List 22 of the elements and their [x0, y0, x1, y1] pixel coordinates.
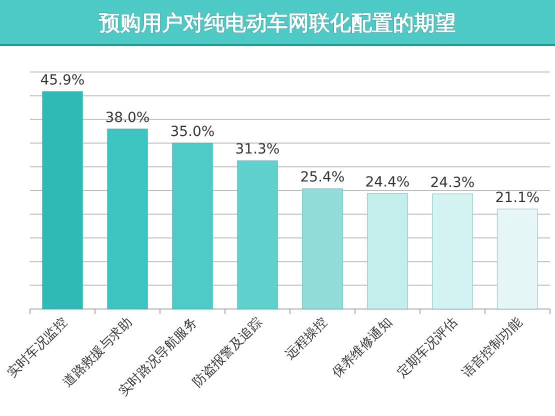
data-label: 25.4%: [300, 170, 345, 186]
x-tick-label: 远程操控: [282, 315, 330, 363]
bar: [497, 208, 538, 310]
x-tick-label: 定期车况评估: [394, 315, 460, 381]
data-label: 35.0%: [170, 124, 215, 140]
bar: [432, 194, 473, 310]
bar: [302, 188, 343, 310]
data-label: 24.4%: [365, 174, 410, 190]
bar: [237, 160, 278, 310]
chart-title: 预购用户对纯电动车网联化配置的期望: [98, 11, 456, 35]
data-label: 24.3%: [430, 174, 475, 191]
data-label: 21.1%: [495, 190, 540, 206]
data-label: 38.0%: [105, 110, 150, 126]
bar: [42, 91, 83, 310]
bar: [172, 142, 213, 310]
title-banner: 预购用户对纯电动车网联化配置的期望: [0, 0, 555, 46]
x-tick-label: 语音控制功能: [460, 315, 526, 381]
bar: [367, 193, 408, 310]
data-label: 31.3%: [235, 142, 280, 158]
data-label: 45.9%: [40, 72, 85, 88]
x-tick-label: 保养维修通知: [328, 314, 396, 381]
bar: [107, 128, 148, 310]
